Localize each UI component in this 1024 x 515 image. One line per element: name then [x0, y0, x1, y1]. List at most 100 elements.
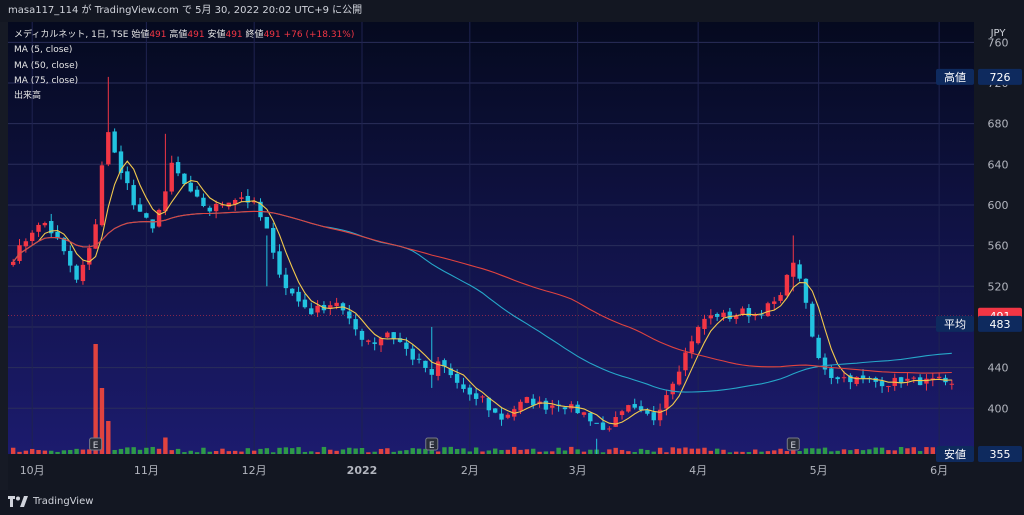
volume-bar — [829, 451, 834, 454]
volume-bar — [264, 448, 270, 454]
candle-body — [626, 405, 631, 412]
legend-ma5[interactable]: MA (5, close) — [14, 45, 73, 56]
candle-body — [505, 414, 511, 418]
candle-body — [670, 383, 675, 395]
candle-body — [410, 348, 415, 360]
volume-bar — [461, 448, 466, 454]
price-badge-value: 726 — [990, 71, 1011, 84]
volume-bar — [727, 452, 733, 454]
volume-bar — [353, 448, 358, 454]
volume-bar — [892, 450, 897, 454]
candle-body — [144, 213, 149, 218]
volume-bar — [55, 451, 60, 454]
candle-body — [898, 377, 904, 383]
volume-bar — [435, 451, 441, 454]
volume-bar — [911, 447, 916, 454]
volume-bar — [683, 447, 688, 454]
legend-ma75[interactable]: MA (75, close) — [14, 75, 79, 86]
volume-bar — [670, 447, 675, 454]
volume-bar — [302, 451, 308, 454]
volume-bar — [131, 447, 136, 454]
volume-bar — [315, 452, 320, 454]
legend-ma50[interactable]: MA (50, close) — [14, 60, 79, 71]
candle-body — [36, 224, 41, 232]
candle-body — [632, 404, 637, 408]
volume-bar — [860, 450, 866, 454]
volume-bar — [290, 448, 295, 454]
volume-bar — [924, 447, 929, 454]
candle-body — [87, 248, 92, 265]
legend-high-label: 高値 — [169, 30, 188, 40]
volume-bar — [657, 447, 663, 454]
legend-symbol[interactable]: メディカルネット, 1日, TSE — [14, 30, 129, 40]
publish-caption: masa117_114 が TradingView.com で 5月 30, 2… — [8, 5, 363, 16]
volume-bar — [607, 449, 612, 454]
candle-body — [423, 360, 428, 368]
candle-body — [163, 191, 168, 212]
candle-body — [315, 305, 320, 313]
volume-bar — [29, 448, 35, 454]
volume-bar — [296, 447, 301, 454]
candle-body — [397, 338, 403, 342]
candle-body — [49, 221, 54, 234]
volume-bar — [765, 451, 771, 454]
volume-bar — [518, 449, 523, 454]
candle-body — [448, 368, 453, 376]
y-tick-label: 640 — [988, 158, 1009, 171]
candle-body — [822, 357, 828, 370]
x-tick-label: 10月 — [20, 464, 45, 477]
candle-body — [156, 209, 162, 227]
candle-body — [695, 327, 701, 344]
candle-body — [708, 315, 714, 319]
candle-body — [689, 341, 694, 353]
volume-bar — [93, 344, 98, 454]
volume-bar — [42, 450, 48, 454]
candle-body — [702, 318, 707, 329]
volume-bar — [645, 449, 650, 454]
volume-bar — [702, 447, 707, 454]
candle-body — [23, 241, 29, 247]
volume-bar — [632, 451, 637, 454]
candle-body — [150, 219, 155, 229]
candle-body — [835, 377, 840, 380]
volume-bar — [17, 451, 22, 454]
volume-bar — [721, 449, 726, 454]
volume-bar — [213, 451, 219, 454]
candle-body — [264, 216, 270, 229]
volume-bar — [359, 448, 365, 454]
candle-body — [359, 330, 365, 340]
brand[interactable]: TradingView — [8, 496, 93, 507]
candle-body — [638, 406, 644, 411]
ma-line-75 — [12, 210, 952, 374]
volume-bar — [689, 448, 694, 454]
price-badge-label-box — [936, 68, 974, 85]
candle-body — [854, 376, 859, 384]
candle-body — [949, 383, 955, 385]
candle-body — [112, 131, 117, 153]
candle-body — [727, 311, 733, 319]
candle-body — [106, 132, 111, 165]
candle-body — [201, 197, 206, 207]
candle-body — [175, 162, 181, 174]
volume-bar — [505, 449, 511, 454]
price-chart[interactable]: JPY760720680640600560520480440400 10月11月… — [8, 22, 1024, 490]
volume-bar — [898, 446, 904, 454]
price-axis[interactable]: JPY760720680640600560520480440400 — [988, 28, 1009, 415]
candle-body — [309, 308, 314, 315]
price-badge-value: 355 — [990, 448, 1011, 461]
candle-body — [543, 400, 549, 410]
candle-body — [676, 371, 682, 385]
price-badge-value: 483 — [990, 318, 1011, 331]
legend-volume[interactable]: 出来高 — [14, 91, 42, 102]
volume-bar — [99, 388, 105, 454]
earnings-marker — [786, 437, 800, 451]
volume-bar — [784, 451, 790, 454]
candle-body — [372, 342, 377, 344]
time-axis[interactable]: 10月 11月 12月 2022 2月 3月 4月 5月 6月 — [20, 464, 948, 477]
x-tick-label: 4月 — [689, 464, 707, 477]
volume-bar — [118, 448, 124, 454]
volume-bar — [245, 448, 251, 454]
price-axis-background — [974, 22, 1024, 454]
volume-bar — [816, 448, 821, 454]
x-tick-label: 5月 — [810, 464, 828, 477]
